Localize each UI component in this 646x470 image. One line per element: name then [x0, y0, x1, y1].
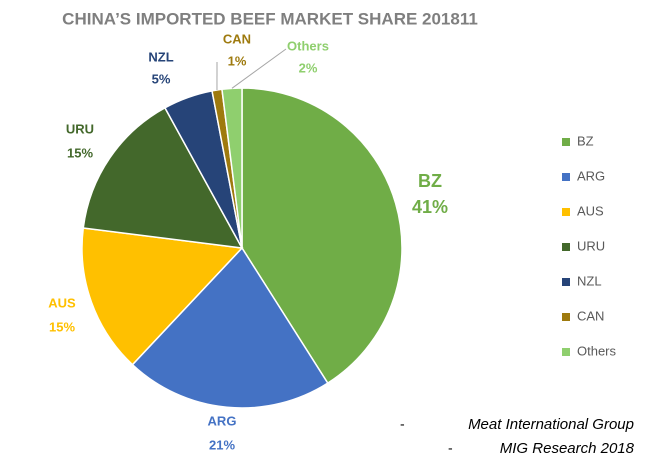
pie-slice [131, 246, 329, 409]
chart-title: CHINA’S IMPORTED BEEF MARKET SHARE 20181… [62, 9, 478, 28]
pie-slice [241, 87, 403, 385]
legend-label: BZ [577, 133, 594, 148]
legend-swatch [562, 173, 570, 181]
legend-label: CAN [577, 308, 604, 323]
data-label-category: ARG [208, 413, 237, 428]
data-label-category: CAN [223, 31, 251, 46]
data-label-value: 41% [412, 197, 448, 217]
legend-swatch [562, 243, 570, 251]
legend-label: URU [577, 238, 605, 253]
source-marker: - [400, 416, 405, 432]
source-text: MIG Research 2018 [500, 440, 635, 457]
legend-label: Others [577, 343, 617, 358]
data-label-value: 5% [152, 71, 171, 86]
data-label-value: 2% [299, 60, 318, 75]
legend-label: NZL [577, 273, 602, 288]
leader-line [231, 48, 287, 89]
pie-slice [82, 106, 244, 249]
data-label-category: AUS [48, 295, 76, 310]
data-label-category: NZL [148, 49, 173, 64]
legend-swatch [562, 348, 570, 356]
data-label-value: 21% [209, 437, 235, 452]
data-label-category: BZ [418, 171, 442, 191]
legend-swatch [562, 208, 570, 216]
legend-label: ARG [577, 168, 605, 183]
data-label-category: URU [66, 121, 94, 136]
source-marker: - [448, 440, 453, 456]
source-text: Meat International Group [468, 416, 634, 433]
data-label-category: Others [287, 38, 329, 53]
data-label-value: 1% [228, 53, 247, 68]
legend-swatch [562, 138, 570, 146]
pie-slice [81, 227, 244, 366]
legend-swatch [562, 313, 570, 321]
data-label-value: 15% [49, 319, 75, 334]
data-label-value: 15% [67, 145, 93, 160]
legend-swatch [562, 278, 570, 286]
legend-label: AUS [577, 203, 604, 218]
